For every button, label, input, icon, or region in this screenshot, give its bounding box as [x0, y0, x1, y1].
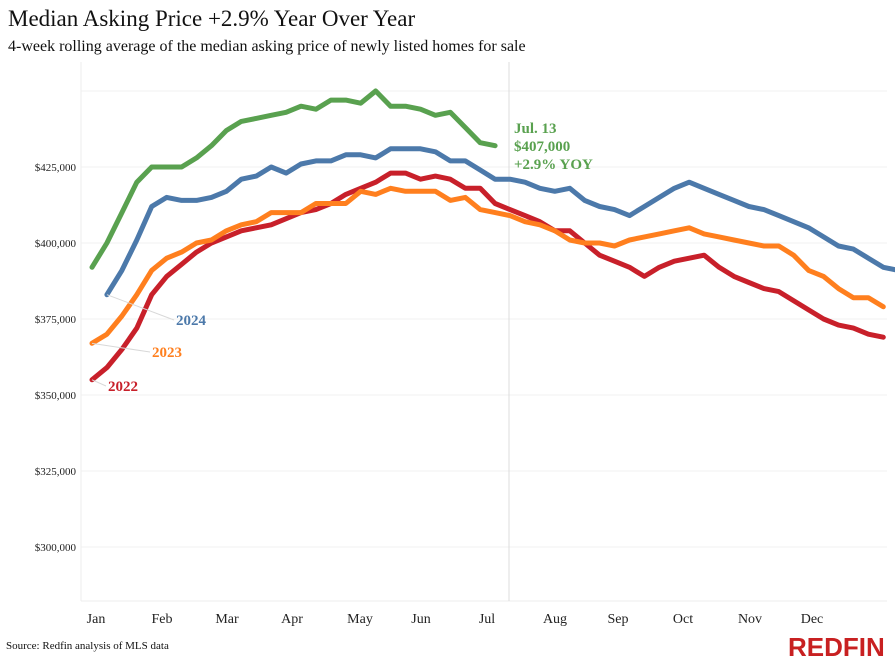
y-tick-label: $375,000: [35, 314, 77, 326]
annotation-date: Jul. 13: [514, 121, 557, 137]
annotation: Jul. 13 $407,000 +2.9% YOY: [514, 121, 593, 173]
annotation-change: +2.9% YOY: [514, 157, 593, 173]
series-label-2022: 2022: [108, 379, 138, 395]
x-tick-label: Apr: [281, 612, 303, 627]
label-leader-2024: [106, 294, 175, 321]
series-lines: [89, 88, 895, 383]
x-tick-label: Dec: [801, 612, 824, 627]
redfin-logo: REDFIN: [788, 632, 885, 662]
series-line-2022: [89, 170, 886, 383]
x-tick-label: Jul: [479, 612, 495, 627]
x-tick-label: Jun: [411, 612, 430, 627]
y-tick-label: $400,000: [35, 238, 77, 250]
y-tick-label: $325,000: [35, 466, 77, 478]
y-tick-label: $350,000: [35, 390, 77, 402]
x-tick-label: Sep: [608, 612, 629, 627]
x-tick-label: Jan: [87, 612, 106, 627]
series-label-2023: 2023: [152, 345, 182, 361]
x-axis-ticks: Jan Feb Mar Apr May Jun Jul Aug Sep Oct Nov Dec: [87, 612, 824, 627]
series-line-2024: [104, 146, 895, 298]
series-labels: 2022 2023 2024: [91, 294, 207, 395]
y-tick-label: $300,000: [35, 542, 77, 554]
x-tick-label: May: [347, 612, 373, 627]
series-line-2025: [89, 88, 498, 270]
x-tick-label: Mar: [215, 612, 239, 627]
label-leader-2022: [91, 379, 107, 387]
annotation-value: $407,000: [514, 139, 570, 155]
label-leader-2023: [91, 342, 151, 353]
series-label-2024: 2024: [176, 313, 207, 329]
x-tick-label: Feb: [152, 612, 173, 627]
x-tick-label: Nov: [738, 612, 762, 627]
series-line-2023: [89, 185, 886, 346]
grid-lines: [80, 62, 887, 602]
chart-title: Median Asking Price +2.9% Year Over Year: [8, 6, 416, 31]
x-tick-label: Aug: [543, 612, 567, 627]
y-axis-ticks: $300,000 $325,000 $350,000 $375,000 $400,000…: [35, 162, 77, 554]
source-note: Source: Redfin analysis of MLS data: [6, 640, 169, 652]
x-tick-label: Oct: [673, 612, 693, 627]
y-tick-label: $425,000: [35, 162, 77, 174]
chart-subtitle: 4-week rolling average of the median ask…: [8, 38, 526, 55]
